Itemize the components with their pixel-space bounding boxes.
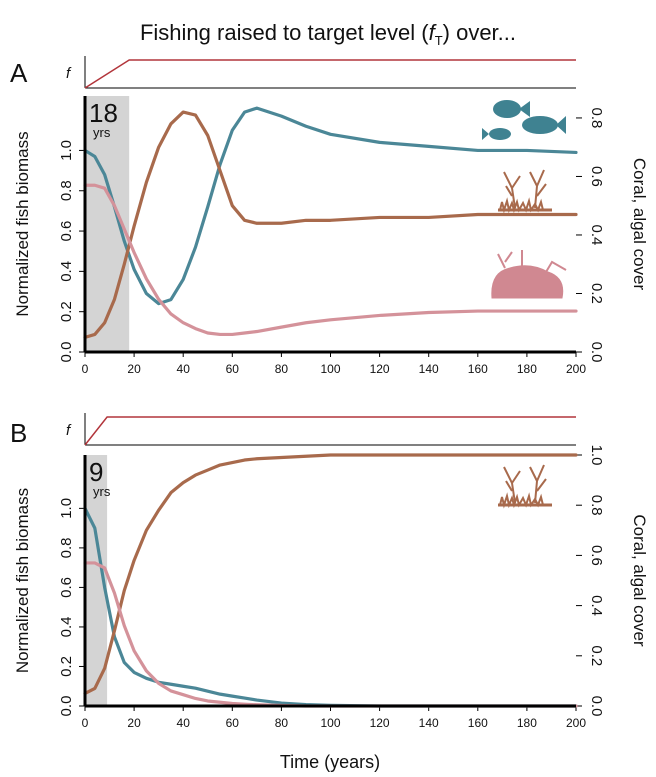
y2-tick-label: 0.2 [588, 283, 605, 304]
y-tick-label: 0.2 [58, 656, 75, 677]
y2-tick-label: 1.0 [588, 445, 605, 466]
y-tick-label: 0.0 [58, 696, 75, 717]
series-line [83, 110, 578, 339]
ramp-duration: 9 [89, 457, 103, 487]
y-tick-label: 0.6 [58, 221, 75, 242]
x-tick-label: 60 [226, 362, 240, 376]
figure-title: Fishing raised to target level (fT) over… [140, 20, 516, 48]
fishing-ramp [84, 59, 576, 89]
fishing-ramp [84, 416, 576, 446]
x-tick-label: 20 [127, 716, 141, 730]
y-axis-label: Normalized fish biomass [13, 488, 32, 673]
panel-letter: A [10, 58, 28, 88]
y2-tick-label: 0.4 [588, 595, 605, 616]
x-tick-label: 200 [566, 716, 586, 730]
x-tick-label: 40 [177, 716, 191, 730]
x-tick-label: 0 [82, 716, 89, 730]
series-line [83, 453, 578, 696]
y-tick-label: 0.4 [58, 261, 75, 282]
ramp-duration: 18 [89, 98, 118, 128]
y2-tick-label: 0.0 [588, 342, 605, 363]
x-tick-label: 120 [370, 362, 390, 376]
y-tick-label: 0.0 [58, 342, 75, 363]
x-tick-label: 140 [419, 362, 439, 376]
coral-icon [498, 169, 552, 214]
coral-icon [498, 464, 552, 509]
series-line [83, 561, 578, 708]
title-symbol: f [429, 20, 438, 45]
fish-icons [482, 100, 566, 140]
y2-tick-label: 0.0 [588, 696, 605, 717]
title-subscript: T [435, 33, 443, 48]
x-tick-label: 100 [320, 716, 340, 730]
y-axis-label: Normalized fish biomass [13, 131, 32, 316]
y-tick-label: 0.8 [58, 180, 75, 201]
y2-axis-label: Coral, algal cover [630, 158, 649, 291]
y-tick-label: 0.6 [58, 577, 75, 598]
y2-tick-label: 0.8 [588, 495, 605, 516]
x-tick-label: 40 [177, 362, 191, 376]
y2-tick-label: 0.8 [588, 108, 605, 129]
y2-tick-label: 0.4 [588, 225, 605, 246]
title-text: ) over... [443, 20, 516, 45]
y2-tick-label: 0.2 [588, 645, 605, 666]
y-tick-label: 1.0 [58, 498, 75, 519]
y-tick-label: 0.4 [58, 617, 75, 638]
x-tick-label: 180 [517, 716, 537, 730]
ramp-unit: yrs [93, 484, 111, 499]
series-line [83, 506, 578, 708]
y-tick-label: 0.2 [58, 301, 75, 322]
x-tick-label: 60 [226, 716, 240, 730]
series-line [83, 106, 578, 306]
y2-tick-label: 0.6 [588, 166, 605, 187]
algae-rock-icon [491, 250, 567, 299]
series-line [83, 183, 578, 337]
y2-axis-label: Coral, algal cover [630, 514, 649, 647]
x-tick-label: 80 [275, 716, 289, 730]
x-tick-label: 160 [468, 362, 488, 376]
y-tick-label: 1.0 [58, 140, 75, 161]
f-label: f [66, 422, 72, 439]
ramp-unit: yrs [93, 125, 111, 140]
x-tick-label: 160 [468, 716, 488, 730]
y-tick-label: 0.8 [58, 537, 75, 558]
x-tick-label: 140 [419, 716, 439, 730]
panel-letter: B [10, 418, 27, 448]
x-tick-label: 0 [82, 362, 89, 376]
y2-tick-label: 0.6 [588, 545, 605, 566]
x-tick-label: 180 [517, 362, 537, 376]
x-tick-label: 100 [320, 362, 340, 376]
x-tick-label: 120 [370, 716, 390, 730]
f-label: f [66, 65, 72, 82]
x-tick-label: 200 [566, 362, 586, 376]
x-axis-label: Time (years) [280, 752, 380, 772]
x-tick-label: 20 [127, 362, 141, 376]
x-tick-label: 80 [275, 362, 289, 376]
title-text: Fishing raised to target level ( [140, 20, 429, 45]
